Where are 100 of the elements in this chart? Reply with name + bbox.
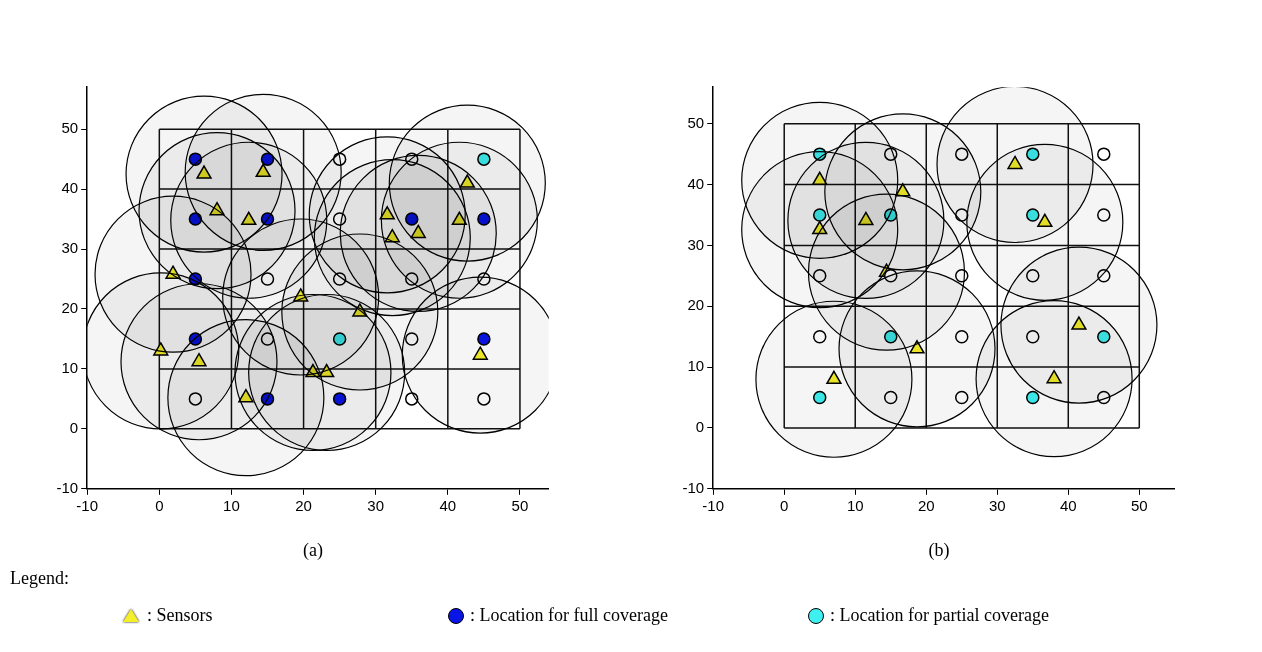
point: [260, 212, 275, 226]
legend-label: : Location for partial coverage: [830, 605, 1049, 626]
point: [153, 342, 169, 356]
x-tick-label: 20: [295, 496, 312, 514]
point: [260, 272, 275, 286]
x-tick-label: 40: [439, 496, 457, 514]
point: [955, 208, 969, 222]
point: [260, 152, 275, 166]
point: [332, 332, 347, 346]
x-tick-label: 40: [1059, 496, 1077, 514]
point: [883, 147, 898, 161]
x-tick-label: 30: [988, 496, 1006, 514]
point: [826, 370, 842, 385]
point: [1026, 147, 1040, 161]
point: [188, 212, 203, 226]
point: [405, 212, 419, 226]
point: [477, 272, 491, 286]
point: [1026, 208, 1040, 222]
x-tick-label: 10: [223, 496, 240, 514]
x-tick-label: 50: [1130, 496, 1148, 514]
y-tick-label: 40: [687, 174, 705, 192]
point: [1097, 147, 1111, 161]
y-tick-label: 10: [61, 359, 79, 377]
y-tick-label: -10: [682, 478, 705, 496]
point: [812, 208, 827, 222]
point: [1097, 329, 1111, 344]
x-tick-label: -10: [702, 496, 725, 514]
point: [909, 340, 925, 354]
point: [196, 165, 212, 179]
point: [165, 265, 181, 279]
x-tick-label: 50: [511, 496, 529, 514]
point: [1097, 269, 1111, 283]
y-tick-label: 30: [61, 239, 79, 257]
point: [812, 390, 827, 405]
point: [955, 390, 969, 405]
point: [188, 392, 203, 406]
point: [1026, 329, 1040, 344]
point: [1026, 269, 1040, 283]
point: [1026, 390, 1040, 405]
point: [405, 392, 419, 406]
point: [191, 352, 207, 367]
point: [477, 392, 491, 406]
point: [1046, 369, 1062, 384]
x-tick-label: -10: [76, 496, 99, 514]
point: [188, 332, 203, 346]
text: (b): [928, 540, 950, 562]
point: [472, 346, 488, 360]
point: [332, 212, 347, 226]
y-tick-label: 20: [687, 296, 705, 314]
y-tick-label: 0: [695, 418, 705, 436]
point: [260, 332, 275, 346]
point: [812, 329, 827, 344]
point: [238, 388, 254, 403]
point: [1097, 390, 1111, 405]
point: [895, 183, 911, 197]
point: [883, 390, 898, 405]
point: [883, 329, 898, 344]
point: [352, 303, 368, 317]
legend-label: : Sensors: [147, 605, 213, 626]
point: [812, 269, 827, 283]
point: [812, 147, 827, 161]
point: [1007, 155, 1023, 170]
point: [955, 269, 969, 283]
point: [883, 269, 898, 283]
point: [293, 288, 309, 302]
point: [332, 272, 347, 286]
point: [1097, 208, 1111, 222]
x-tick-label: 20: [917, 496, 935, 514]
y-tick-label: 40: [61, 179, 79, 197]
x-tick-label: 10: [846, 496, 864, 514]
y-tick-label: 50: [687, 113, 705, 131]
legend-label: : Location for full coverage: [470, 605, 668, 626]
point: [260, 392, 275, 406]
x-tick-label: 0: [155, 496, 164, 514]
point: [305, 363, 321, 378]
y-tick-label: 10: [687, 357, 705, 375]
y-tick-label: 20: [61, 299, 79, 317]
point: [477, 152, 491, 166]
x-tick-label: 30: [367, 496, 385, 514]
point: [955, 147, 969, 161]
y-tick-label: -10: [56, 478, 79, 496]
point: [812, 171, 828, 186]
point: [384, 228, 400, 243]
point: [405, 152, 419, 166]
text: (a): [303, 540, 323, 562]
legend-title: Legend:: [10, 568, 70, 589]
y-tick-label: 50: [61, 119, 79, 137]
point: [255, 163, 271, 178]
point: [379, 206, 395, 220]
point: [459, 174, 475, 188]
point: [1071, 316, 1087, 330]
point: [188, 272, 203, 286]
x-tick-label: 0: [780, 496, 789, 514]
point: [955, 329, 969, 344]
point: [883, 208, 898, 222]
y-tick-label: 0: [69, 419, 79, 436]
point: [241, 211, 257, 226]
point: [812, 220, 828, 235]
point: [477, 212, 491, 226]
point: [405, 332, 419, 346]
